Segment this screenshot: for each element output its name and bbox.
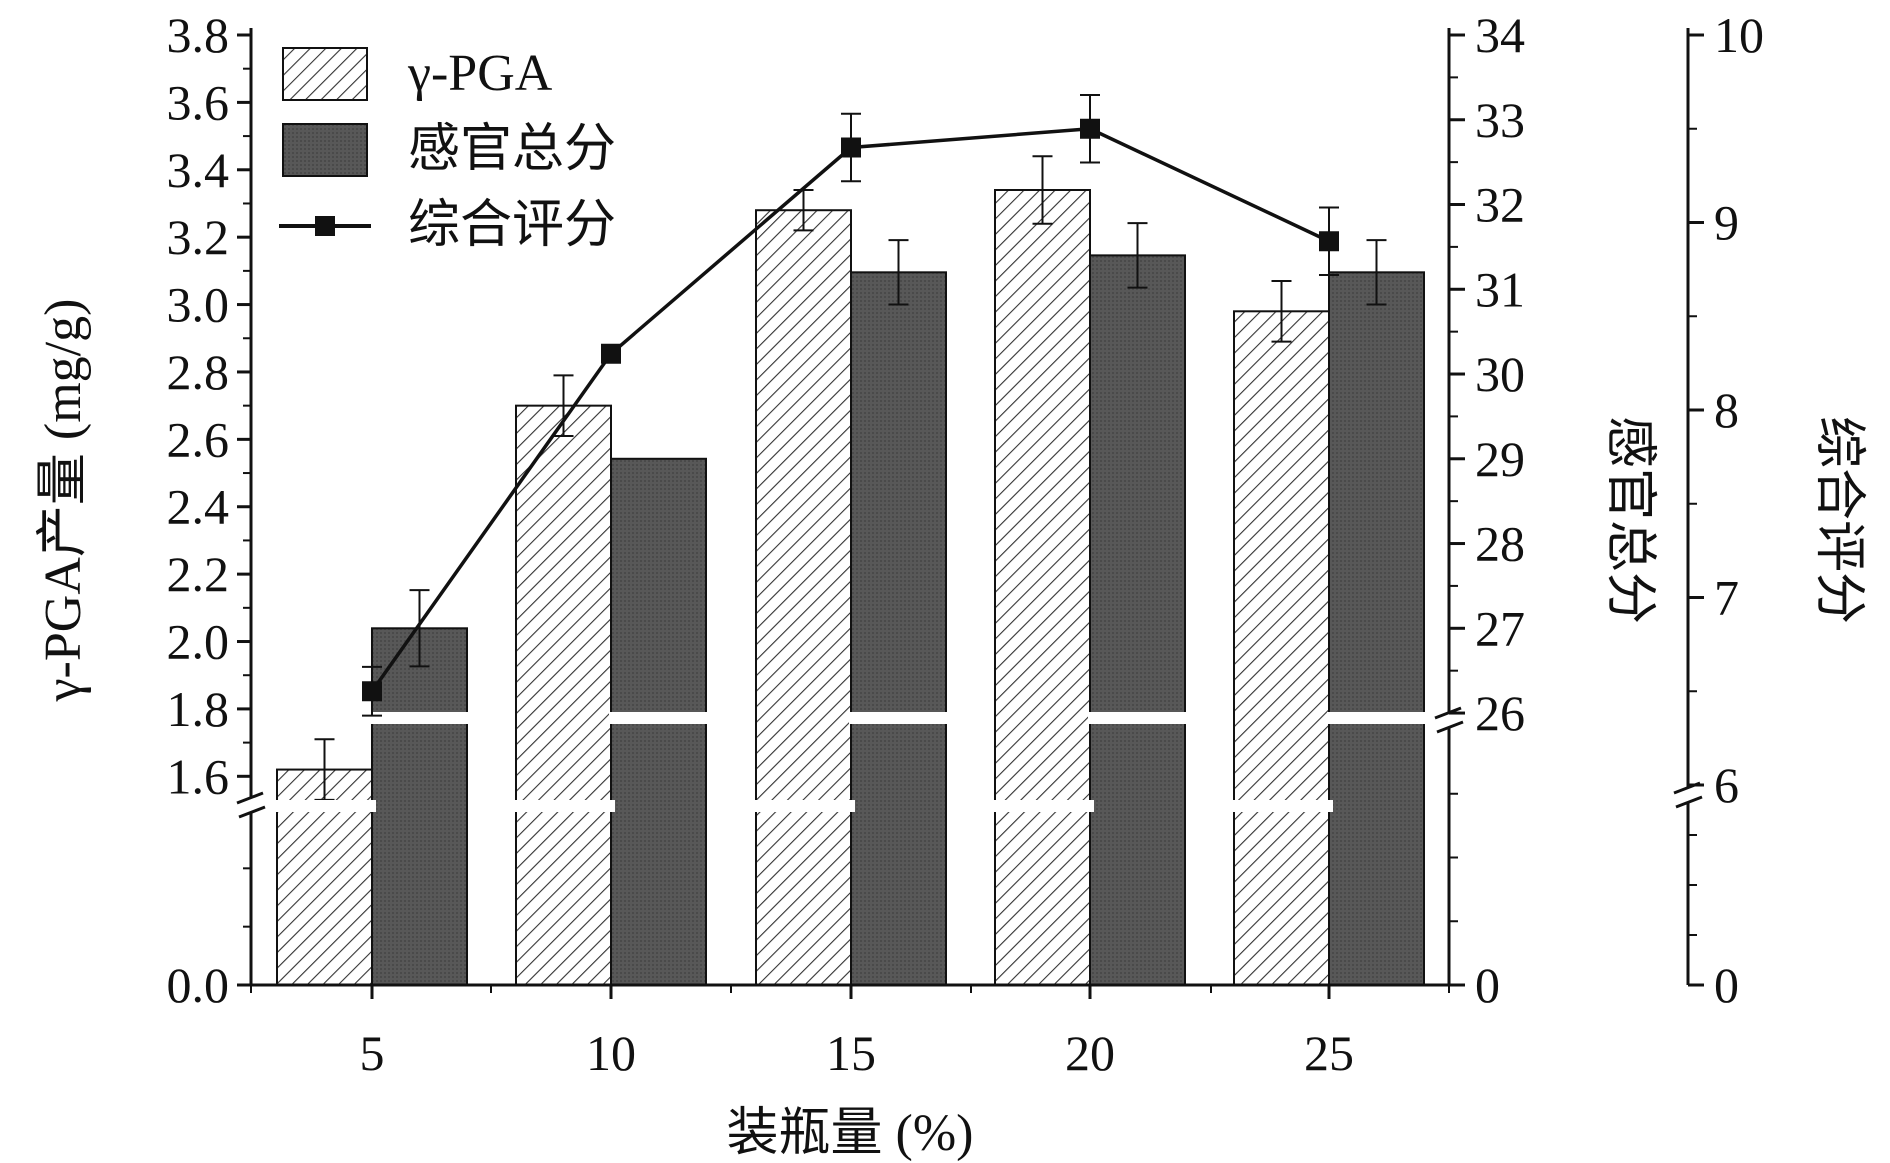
right1-axis-break [1436,720,1464,734]
right1-tick-label: 32 [1475,177,1525,233]
right2-tick-label: 9 [1714,195,1739,251]
left-tick-label: 2.6 [167,411,230,467]
point-composite [1080,118,1100,139]
legend-swatch-composite-marker [315,216,335,236]
x-axis-title: 装瓶量 (%) [727,1105,974,1162]
bar-break-band-pga [752,800,855,812]
bar-break-band-pga [1230,800,1333,812]
right1-tick-label: 30 [1475,346,1525,402]
right2-tick-label: 6 [1714,757,1739,813]
right2-tick-label: 8 [1714,382,1739,438]
left-tick-label: 2.2 [167,546,230,602]
x-tick-label: 25 [1304,1025,1354,1081]
point-composite [1319,231,1339,252]
right1-tick-label: 26 [1475,685,1525,741]
score-line-layer [362,94,1339,717]
x-tick-label: 5 [360,1025,385,1081]
left-tick-label: 3.2 [167,209,230,265]
left-tick-label: 2.4 [167,479,230,535]
right2-axis-break [1675,795,1703,809]
right1-axis-break [1434,706,1462,720]
legend: γ-PGA 感官总分 综合评分 [279,45,616,254]
bar-sensory [1089,254,1186,987]
legend-label-pga: γ-PGA [407,45,553,102]
left-tick-label: 2.8 [167,344,230,400]
bar-pga [1233,310,1330,987]
right1-tick-label: 34 [1475,7,1525,63]
right1-tick-label: 0 [1475,957,1500,1013]
x-tick-label: 20 [1065,1025,1115,1081]
left-tick-label: 3.4 [167,142,230,198]
bar-break-band-pga [273,800,376,812]
point-composite [362,681,382,702]
point-composite [841,137,861,158]
right1-tick-label: 27 [1475,600,1525,656]
left-axis-title: γ-PGA产量 (mg/g) [35,299,92,703]
bar-break-band-sensory [1088,712,1189,724]
bar-break-band-sensory [1327,712,1428,724]
bar-sensory [1328,271,1425,986]
legend-label-composite: 综合评分 [408,197,616,254]
point-composite [601,343,621,364]
right-axis-title-sensory: 感官总分 [1601,416,1658,624]
bar-pga [515,404,612,986]
bar-sensory [850,271,947,986]
legend-swatch-pga [282,47,368,101]
legend-swatch-sensory [282,123,368,177]
left-tick-label: 3.6 [167,74,230,130]
left-tick-label: 3.0 [167,277,230,333]
legend-label-sensory: 感官总分 [408,121,616,178]
bar-layer [276,155,1425,987]
bar-pga [755,209,852,986]
right2-tick-label: 0 [1714,957,1739,1013]
bar-pga [994,189,1091,986]
right1-tick-label: 31 [1475,261,1525,317]
left-tick-label: 3.8 [167,7,230,63]
bar-break-band-sensory [370,712,471,724]
right2-tick-label: 10 [1714,7,1764,63]
left-axis-break [236,791,264,805]
x-tick-label: 15 [826,1025,876,1081]
bar-break-band-pga [991,800,1094,812]
right1-tick-label: 29 [1475,431,1525,487]
left-tick-label: 2.0 [167,614,230,670]
right2-tick-label: 7 [1714,570,1739,626]
left-axis-break [238,805,266,819]
axis-break-marks [273,712,1428,812]
bar-break-band-sensory [849,712,950,724]
left-tick-label: 1.8 [167,681,230,737]
left-tick-label: 1.6 [167,748,230,804]
bar-break-band-sensory [609,712,710,724]
bar-sensory [371,627,468,986]
right-axis-title-composite: 综合评分 [1810,416,1867,624]
right1-tick-label: 33 [1475,92,1525,148]
bar-break-band-pga [512,800,615,812]
x-tick-label: 10 [586,1025,636,1081]
left-tick-label: 0.0 [167,957,230,1013]
axes-layer: 0.0 1.6 1.8 2.0 2.2 2.4 2.6 2.8 3.0 3.2 3.4 3.6 3.8 0… [167,7,1765,1081]
right1-tick-label: 28 [1475,516,1525,572]
